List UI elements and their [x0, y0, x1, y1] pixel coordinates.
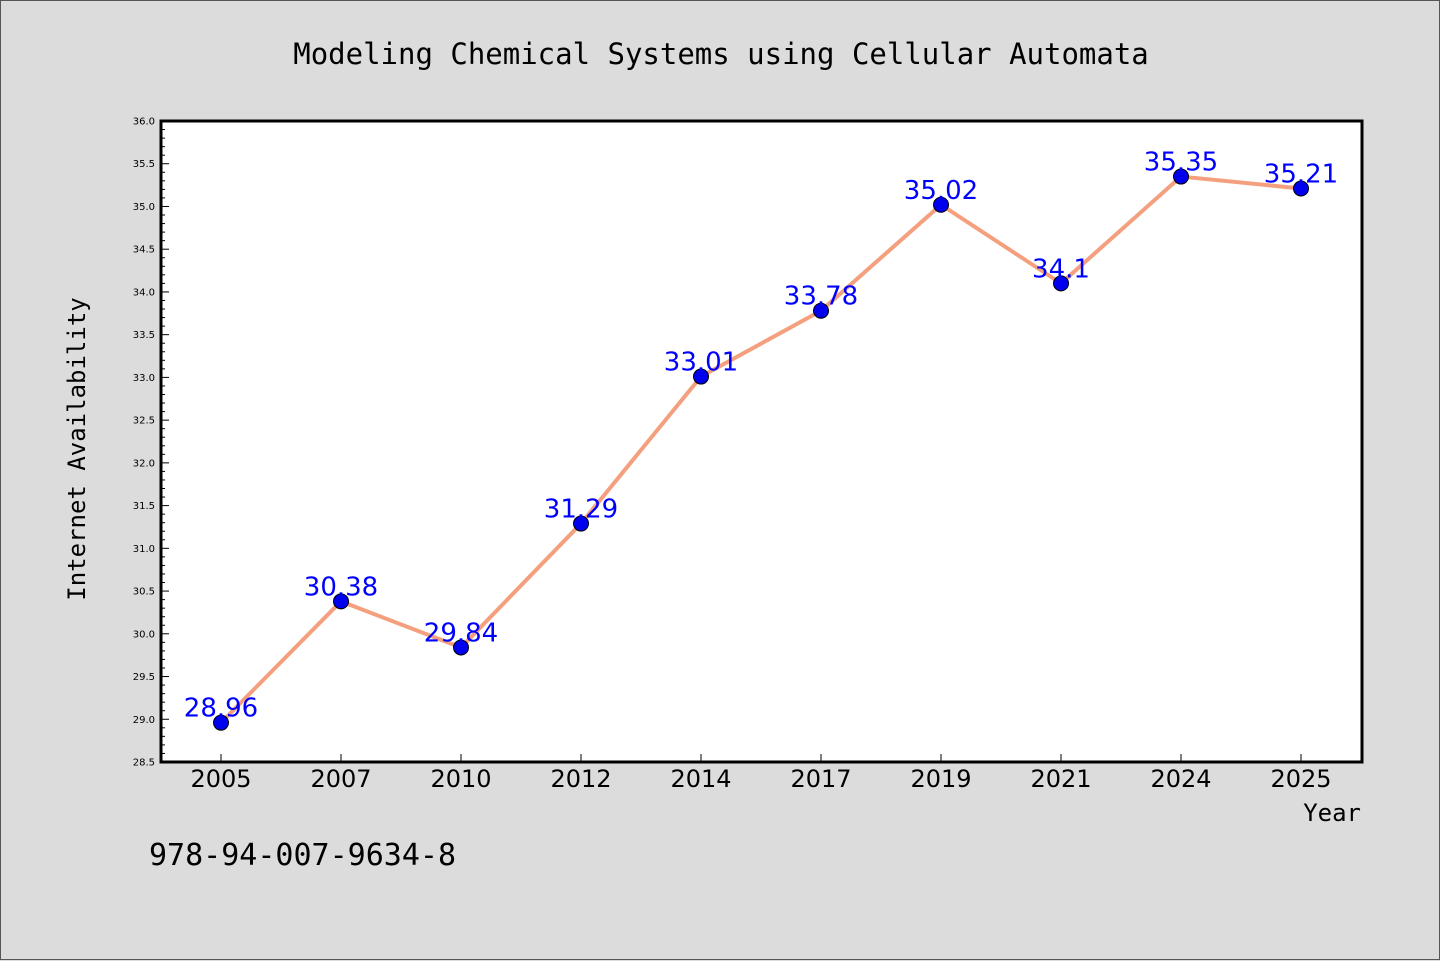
y-tick-label: 32.0 — [133, 458, 155, 469]
x-axis-label: Year — [1303, 799, 1361, 827]
data-labels: 28.96 30.38 29.84 31.29 33.01 33.78 35.02 34.1 3… — [184, 148, 1338, 724]
x-tick-label: 2007 — [310, 765, 371, 793]
isbn-annotation: 978-94-007-9634-8 — [149, 838, 456, 873]
data-point — [333, 593, 349, 610]
data-point — [1293, 180, 1309, 197]
data-point — [933, 196, 949, 213]
x-tick-label: 2025 — [1270, 765, 1331, 793]
data-point — [813, 302, 829, 319]
chart-title: Modeling Chemical Systems using Cellular… — [293, 37, 1149, 71]
data-point — [573, 515, 589, 532]
x-tick-label: 2010 — [430, 765, 491, 793]
y-tick-label: 29.0 — [133, 715, 155, 726]
y-tick-label: 34.0 — [133, 287, 155, 298]
data-label: 35.35 — [1144, 148, 1218, 178]
y-tick-label: 34.5 — [133, 245, 155, 256]
y-tick-label: 29.5 — [133, 672, 155, 683]
x-axis: 2005 2007 2010 2012 2014 2017 2019 2021 2024 2025 — [190, 754, 1332, 793]
data-point — [1173, 168, 1189, 185]
data-label: 34.1 — [1032, 254, 1090, 284]
data-markers — [213, 168, 1309, 731]
y-tick-label: 35.5 — [133, 159, 155, 170]
series-line-group — [219, 174, 1303, 725]
data-point — [213, 714, 229, 731]
y-tick-label: 32.5 — [133, 416, 155, 427]
plot-frame — [159, 119, 1364, 764]
y-tick-label: 31.5 — [133, 501, 155, 512]
data-label: 28.96 — [184, 694, 258, 724]
data-label: 31.29 — [544, 495, 618, 525]
data-label: 33.78 — [784, 282, 858, 312]
data-label: 35.21 — [1264, 160, 1338, 190]
data-point — [453, 639, 469, 656]
data-label: 35.02 — [904, 176, 978, 206]
y-tick-label: 36.0 — [133, 117, 155, 128]
x-tick-label: 2017 — [790, 765, 851, 793]
x-tick-label: 2021 — [1030, 765, 1091, 793]
x-tick-label: 2019 — [910, 765, 971, 793]
y-axis-label: Internet Availability — [63, 297, 91, 600]
y-tick-label: 31.0 — [133, 544, 155, 555]
x-tick-label: 2024 — [1150, 765, 1211, 793]
y-tick-label: 30.5 — [133, 587, 155, 598]
x-tick-label: 2005 — [190, 765, 251, 793]
y-tick-label: 30.0 — [133, 629, 155, 640]
data-point — [693, 368, 709, 385]
series-line — [219, 174, 1303, 725]
data-point — [1053, 275, 1069, 292]
data-label: 30.38 — [304, 572, 378, 602]
y-tick-label: 28.5 — [133, 758, 155, 769]
y-tick-label: 35.0 — [133, 202, 155, 213]
y-tick-label: 33.0 — [133, 373, 155, 384]
data-label: 33.01 — [664, 348, 738, 378]
x-tick-label: 2014 — [670, 765, 731, 793]
x-tick-label: 2012 — [550, 765, 611, 793]
y-tick-label: 33.5 — [133, 330, 155, 341]
data-label: 29.84 — [424, 618, 498, 648]
y-axis: 28.5 29.0 29.5 30.0 30.5 31.0 31.5 32.0 32.5 33.0… — [133, 117, 169, 769]
plot-area — [161, 121, 1362, 762]
